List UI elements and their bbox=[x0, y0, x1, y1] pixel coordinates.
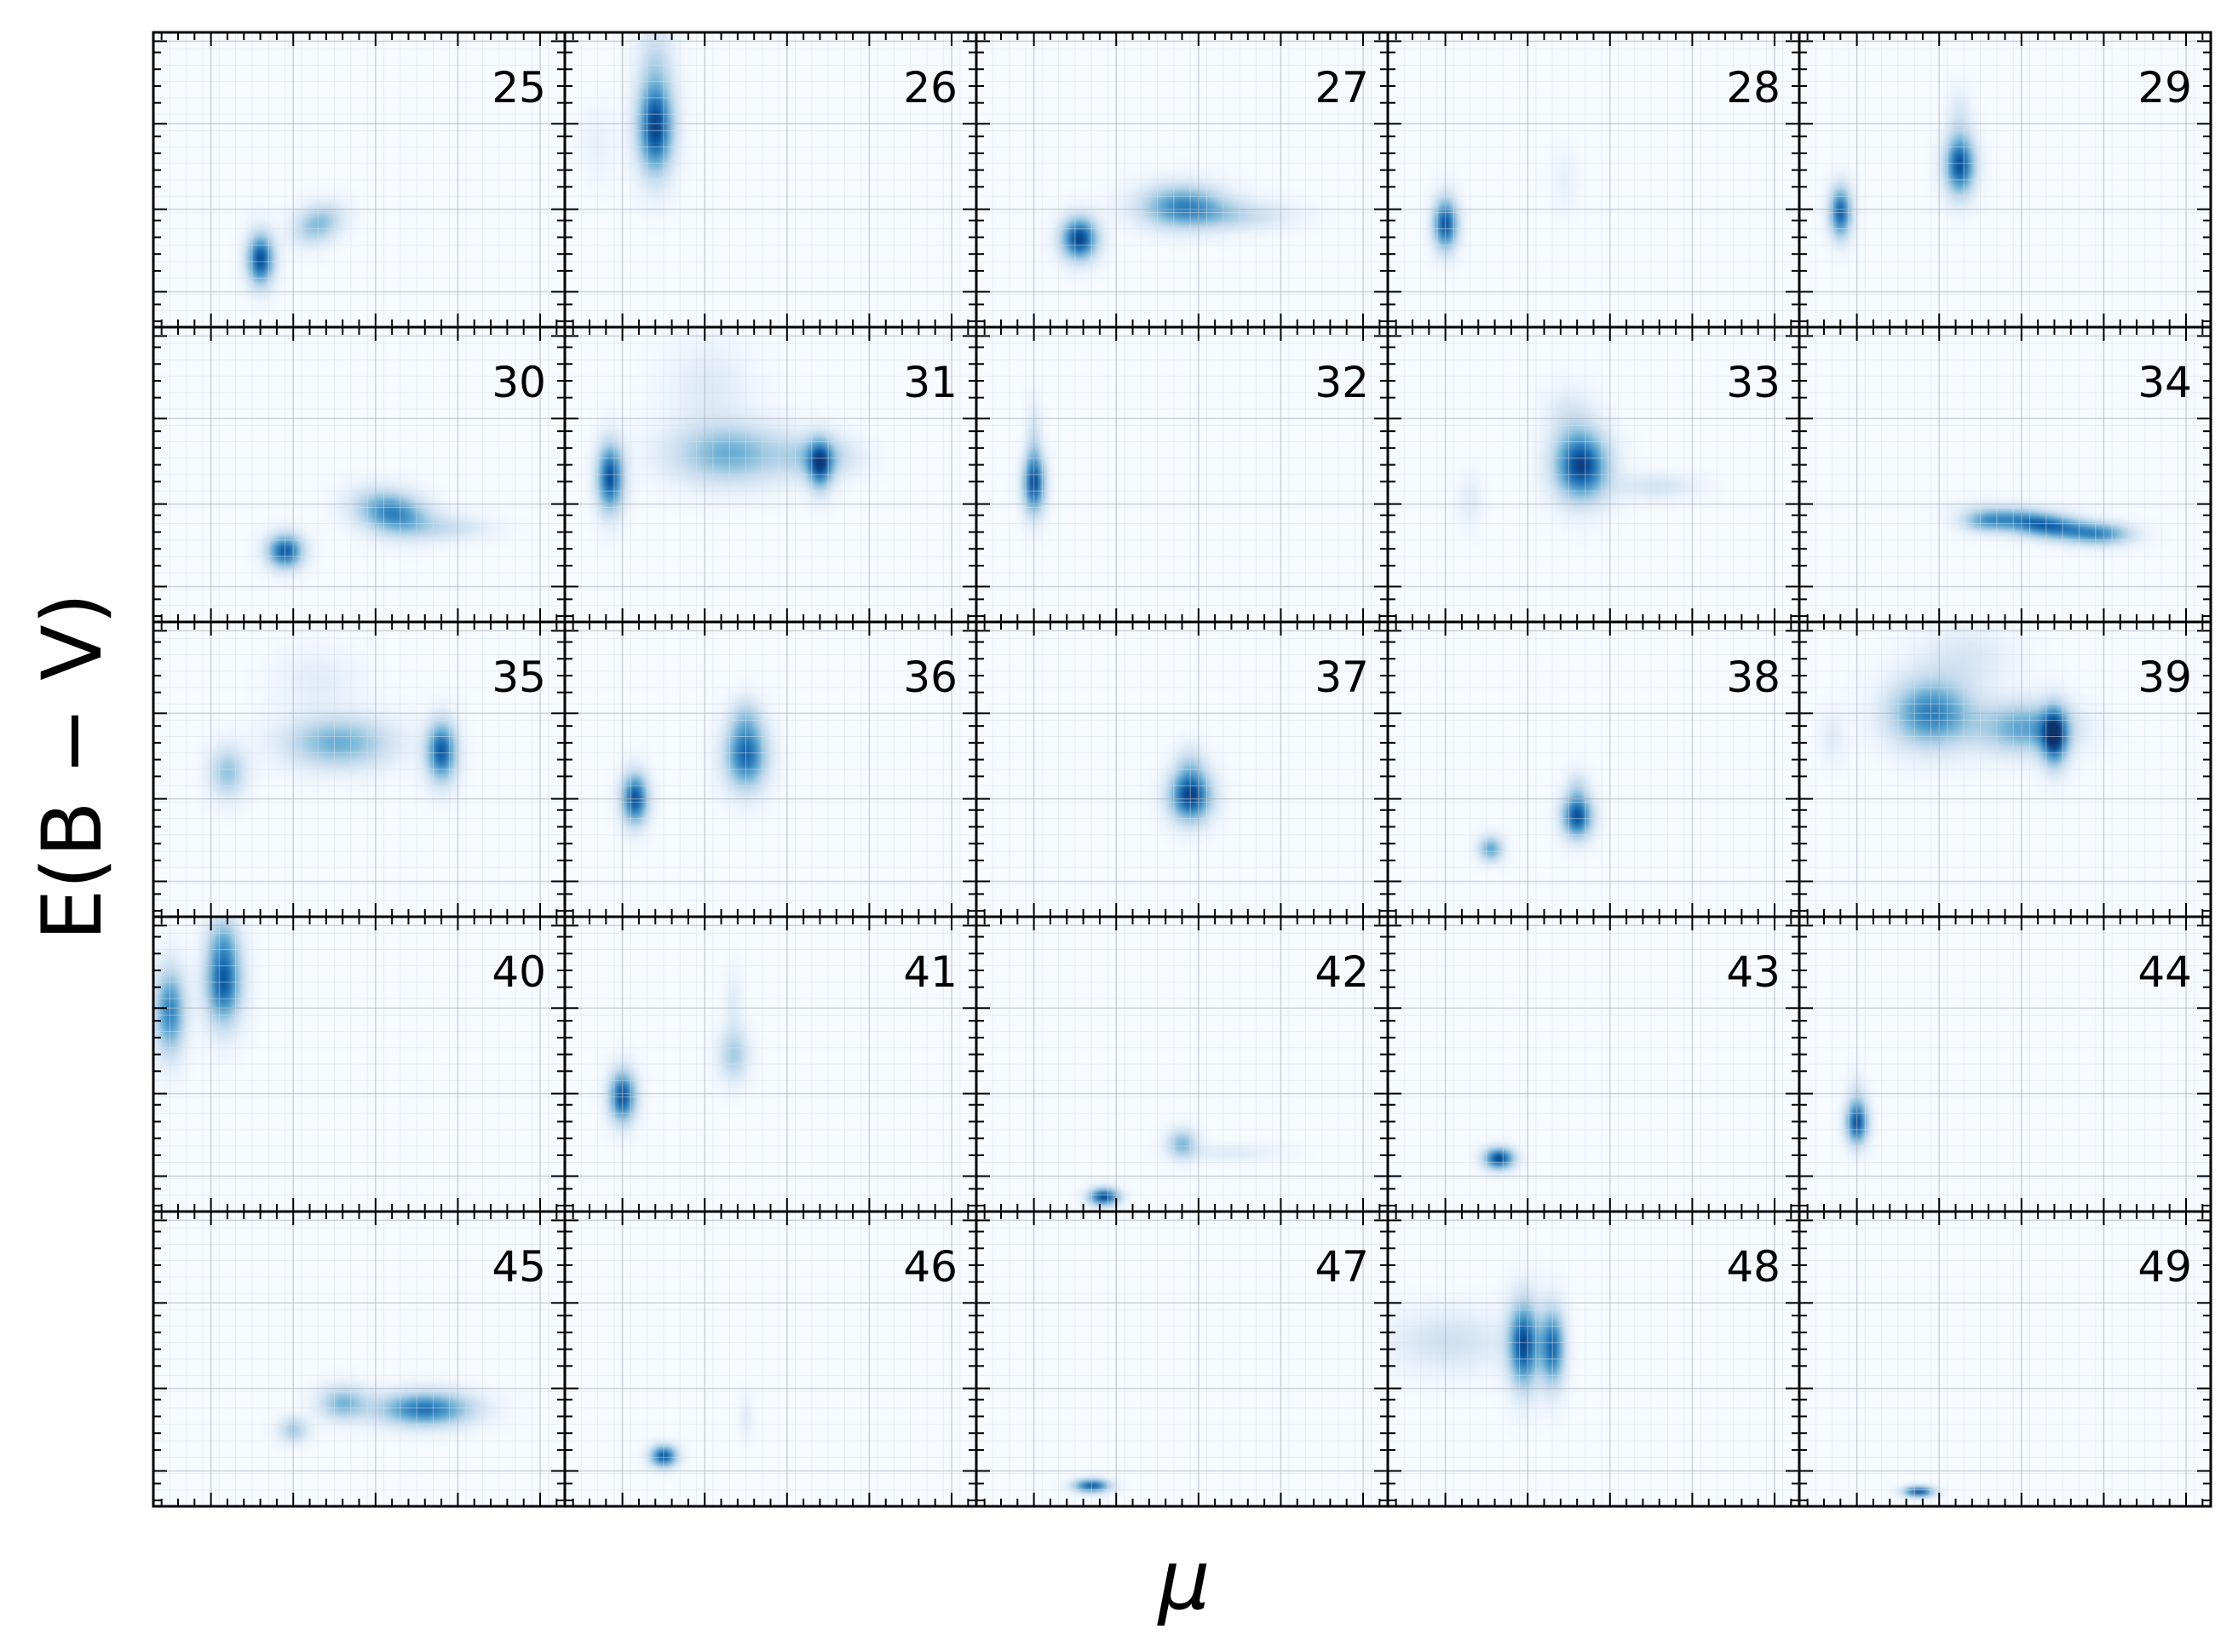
panel-44: 44 bbox=[1798, 915, 2212, 1213]
panel-label: 43 bbox=[1726, 947, 1781, 997]
x-axis-label: μ bbox=[1156, 1533, 1210, 1628]
panel-45: 45 bbox=[152, 1210, 567, 1508]
panel-label: 42 bbox=[1315, 947, 1369, 997]
panel-label: 34 bbox=[2137, 358, 2192, 407]
grid bbox=[1388, 622, 1799, 917]
panel-label: 44 bbox=[2137, 947, 2192, 997]
grid bbox=[976, 327, 1388, 622]
panel-label: 37 bbox=[1315, 653, 1369, 702]
panel-40: 40 bbox=[152, 915, 567, 1213]
panel-37: 37 bbox=[975, 620, 1389, 918]
panel-47: 47 bbox=[975, 1210, 1389, 1508]
grid bbox=[1388, 1212, 1799, 1506]
panel-31: 31 bbox=[563, 325, 978, 624]
panel-label: 27 bbox=[1315, 63, 1369, 112]
panel-label: 47 bbox=[1315, 1242, 1369, 1292]
panel-28: 28 bbox=[1386, 31, 1801, 329]
grid bbox=[153, 327, 565, 622]
panel-label: 28 bbox=[1726, 63, 1781, 112]
panel-label: 38 bbox=[1726, 653, 1781, 702]
panel-label: 30 bbox=[492, 358, 546, 407]
grid bbox=[153, 1212, 565, 1506]
grid bbox=[1388, 917, 1799, 1212]
y-axis-label: E(B − V) bbox=[25, 593, 120, 941]
panel-label: 49 bbox=[2137, 1242, 2192, 1292]
panel-26: 26 bbox=[563, 31, 978, 329]
grid bbox=[565, 327, 976, 622]
grid bbox=[1799, 327, 2211, 622]
panel-49: 49 bbox=[1798, 1210, 2212, 1508]
grid bbox=[1388, 32, 1799, 327]
grid bbox=[976, 32, 1388, 327]
panel-25: 25 bbox=[152, 31, 567, 329]
grid bbox=[1799, 1212, 2211, 1506]
panel-42: 42 bbox=[975, 915, 1389, 1213]
grid bbox=[1799, 917, 2211, 1212]
panel-label: 31 bbox=[903, 358, 958, 407]
panel-grid: 25 26 27 28 29 30 31 32 33 34 35 36 37 38 39 40 41 42 43 44… bbox=[152, 31, 2212, 1508]
panel-label: 40 bbox=[492, 947, 546, 997]
panel-30: 30 bbox=[152, 325, 567, 624]
ticks bbox=[1799, 32, 2211, 327]
panel-label: 36 bbox=[903, 653, 958, 702]
panel-39: 39 bbox=[1798, 620, 2212, 918]
panel-label: 45 bbox=[492, 1242, 546, 1292]
grid bbox=[1799, 622, 2211, 917]
panel-label: 41 bbox=[903, 947, 958, 997]
grid bbox=[565, 1212, 976, 1506]
panel-43: 43 bbox=[1386, 915, 1801, 1213]
panel-label: 29 bbox=[2137, 63, 2192, 112]
grid bbox=[565, 622, 976, 917]
panel-label: 46 bbox=[903, 1242, 958, 1292]
panel-label: 25 bbox=[492, 63, 546, 112]
grid bbox=[153, 917, 565, 1212]
panel-label: 32 bbox=[1315, 358, 1369, 407]
panel-label: 35 bbox=[492, 653, 546, 702]
panel-frame bbox=[1798, 1210, 2212, 1508]
panel-34: 34 bbox=[1798, 325, 2212, 624]
panel-label: 48 bbox=[1726, 1242, 1781, 1292]
panel-label: 26 bbox=[903, 63, 958, 112]
grid bbox=[1799, 32, 2211, 327]
panel-label: 33 bbox=[1726, 358, 1781, 407]
panel-48: 48 bbox=[1386, 1210, 1801, 1508]
panel-27: 27 bbox=[975, 31, 1389, 329]
panel-38: 38 bbox=[1386, 620, 1801, 918]
grid bbox=[976, 917, 1388, 1212]
panel-41: 41 bbox=[563, 915, 978, 1213]
panel-33: 33 bbox=[1386, 325, 1801, 624]
panel-36: 36 bbox=[563, 620, 978, 918]
grid bbox=[153, 622, 565, 917]
grid bbox=[565, 917, 976, 1212]
panel-29: 29 bbox=[1798, 31, 2212, 329]
grid bbox=[1388, 327, 1799, 622]
grid bbox=[976, 1212, 1388, 1506]
panel-35: 35 bbox=[152, 620, 567, 918]
panel-32: 32 bbox=[975, 325, 1389, 624]
panel-label: 39 bbox=[2137, 653, 2192, 702]
panel-46: 46 bbox=[563, 1210, 978, 1508]
grid bbox=[153, 32, 565, 327]
grid bbox=[976, 622, 1388, 917]
grid bbox=[565, 32, 976, 327]
